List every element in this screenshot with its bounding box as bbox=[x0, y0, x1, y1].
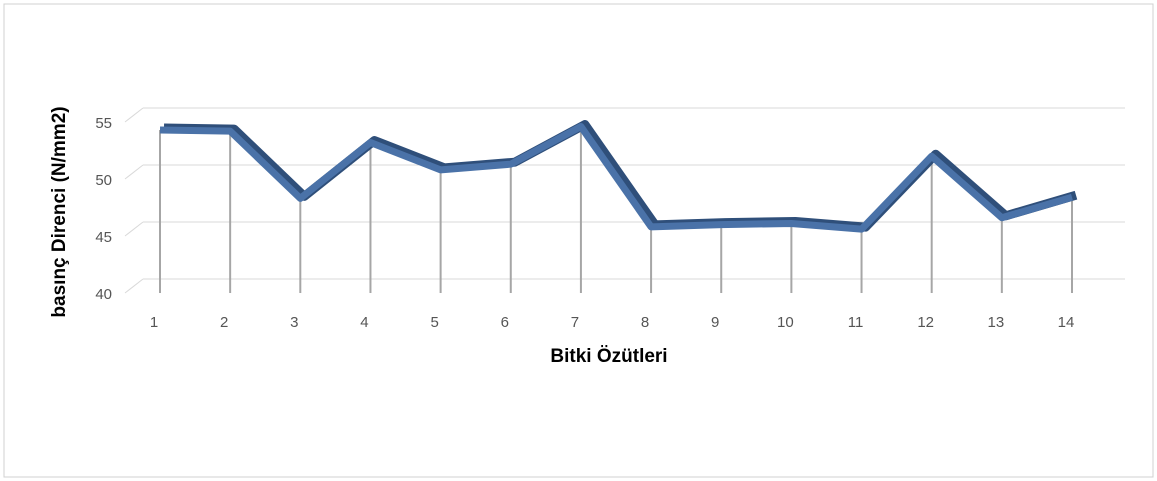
grid-depth bbox=[124, 164, 144, 180]
x-tick-label: 2 bbox=[220, 314, 228, 331]
x-tick-label: 6 bbox=[501, 314, 509, 331]
x-tick-label: 1 bbox=[150, 314, 158, 331]
series-line bbox=[159, 123, 1073, 233]
x-tick-label: 8 bbox=[641, 314, 649, 331]
x-tick-label: 12 bbox=[917, 314, 934, 331]
y-tick-label: 40 bbox=[95, 286, 112, 303]
y-axis-title: basınç Direnci (N/mm2) bbox=[49, 106, 70, 317]
grid-depth bbox=[124, 221, 144, 237]
grid-depth bbox=[124, 107, 144, 123]
x-tick-label: 9 bbox=[711, 314, 719, 331]
x-tick-label: 4 bbox=[360, 314, 368, 331]
y-tick-label: 45 bbox=[95, 229, 112, 246]
y-tick-label: 50 bbox=[95, 172, 112, 189]
x-tick-label: 13 bbox=[988, 314, 1005, 331]
x-tick-label: 11 bbox=[848, 314, 864, 331]
x-tick-label: 14 bbox=[1058, 314, 1075, 331]
y-tick-label: 55 bbox=[95, 115, 112, 132]
x-tick-label: 7 bbox=[571, 314, 579, 331]
x-axis-title: Bitki Özütleri bbox=[550, 346, 667, 367]
x-tick-label: 5 bbox=[430, 314, 438, 331]
chart-border bbox=[3, 3, 1154, 478]
x-tick-label: 3 bbox=[290, 314, 298, 331]
x-tick-label: 10 bbox=[777, 314, 794, 331]
grid-depth bbox=[124, 278, 144, 294]
